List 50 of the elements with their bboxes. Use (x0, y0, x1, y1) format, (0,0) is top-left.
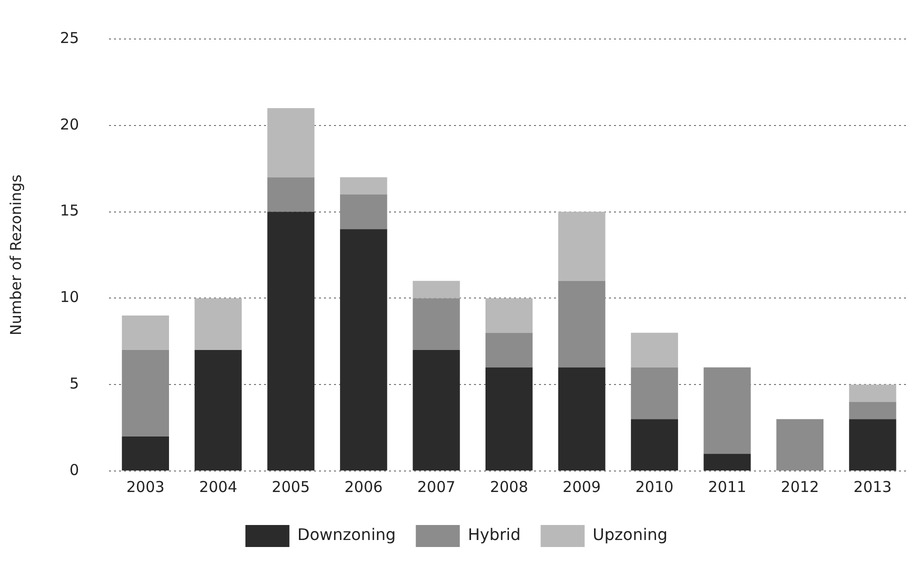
bar (122, 436, 170, 470)
y-tick-label: 10 (60, 288, 80, 306)
bar (485, 367, 533, 470)
legend-label: Upzoning (592, 525, 668, 544)
bar (776, 419, 824, 470)
bar (849, 419, 896, 470)
y-tick-label: 5 (70, 374, 80, 392)
bar (849, 384, 896, 402)
bar (704, 367, 751, 454)
x-tick-label: 2004 (199, 478, 238, 496)
x-tick-label: 2007 (417, 478, 456, 496)
bar (412, 298, 460, 350)
bar (704, 454, 751, 470)
y-tick-label: 0 (70, 460, 80, 479)
y-tick-label: 25 (60, 28, 80, 47)
bar (630, 332, 678, 368)
bar (630, 367, 678, 420)
legend-label: Downzoning (297, 525, 396, 544)
x-tick-label: 2011 (708, 478, 746, 496)
x-tick-label: 2013 (854, 478, 892, 496)
bar (267, 212, 314, 470)
bar (122, 315, 170, 350)
bar (558, 212, 606, 281)
bar (340, 177, 388, 195)
bar (122, 350, 170, 436)
y-axis-title: Number of Rezonings (6, 174, 25, 336)
x-tick-label: 2010 (635, 478, 674, 496)
legend-label: Hybrid (468, 525, 521, 544)
bar (340, 194, 388, 230)
bar (267, 177, 314, 212)
x-tick-label: 2009 (562, 478, 601, 496)
x-tick-label: 2008 (490, 478, 528, 496)
bar (412, 350, 460, 470)
bar (194, 350, 242, 470)
bar (194, 298, 242, 350)
bar (485, 332, 533, 368)
bar (630, 419, 678, 470)
x-tick-label: 2003 (126, 478, 165, 496)
y-tick-label: 20 (60, 115, 80, 134)
x-tick-label: 2012 (780, 478, 820, 496)
bar (267, 108, 314, 178)
x-tick-label: 2005 (272, 478, 310, 496)
y-tick-label: 15 (60, 202, 80, 220)
x-tick-label: 2006 (344, 478, 383, 496)
bar (412, 280, 460, 298)
bar (485, 298, 533, 333)
bar (849, 402, 896, 420)
bar (558, 280, 606, 368)
bar (558, 367, 606, 470)
bar (340, 229, 388, 470)
